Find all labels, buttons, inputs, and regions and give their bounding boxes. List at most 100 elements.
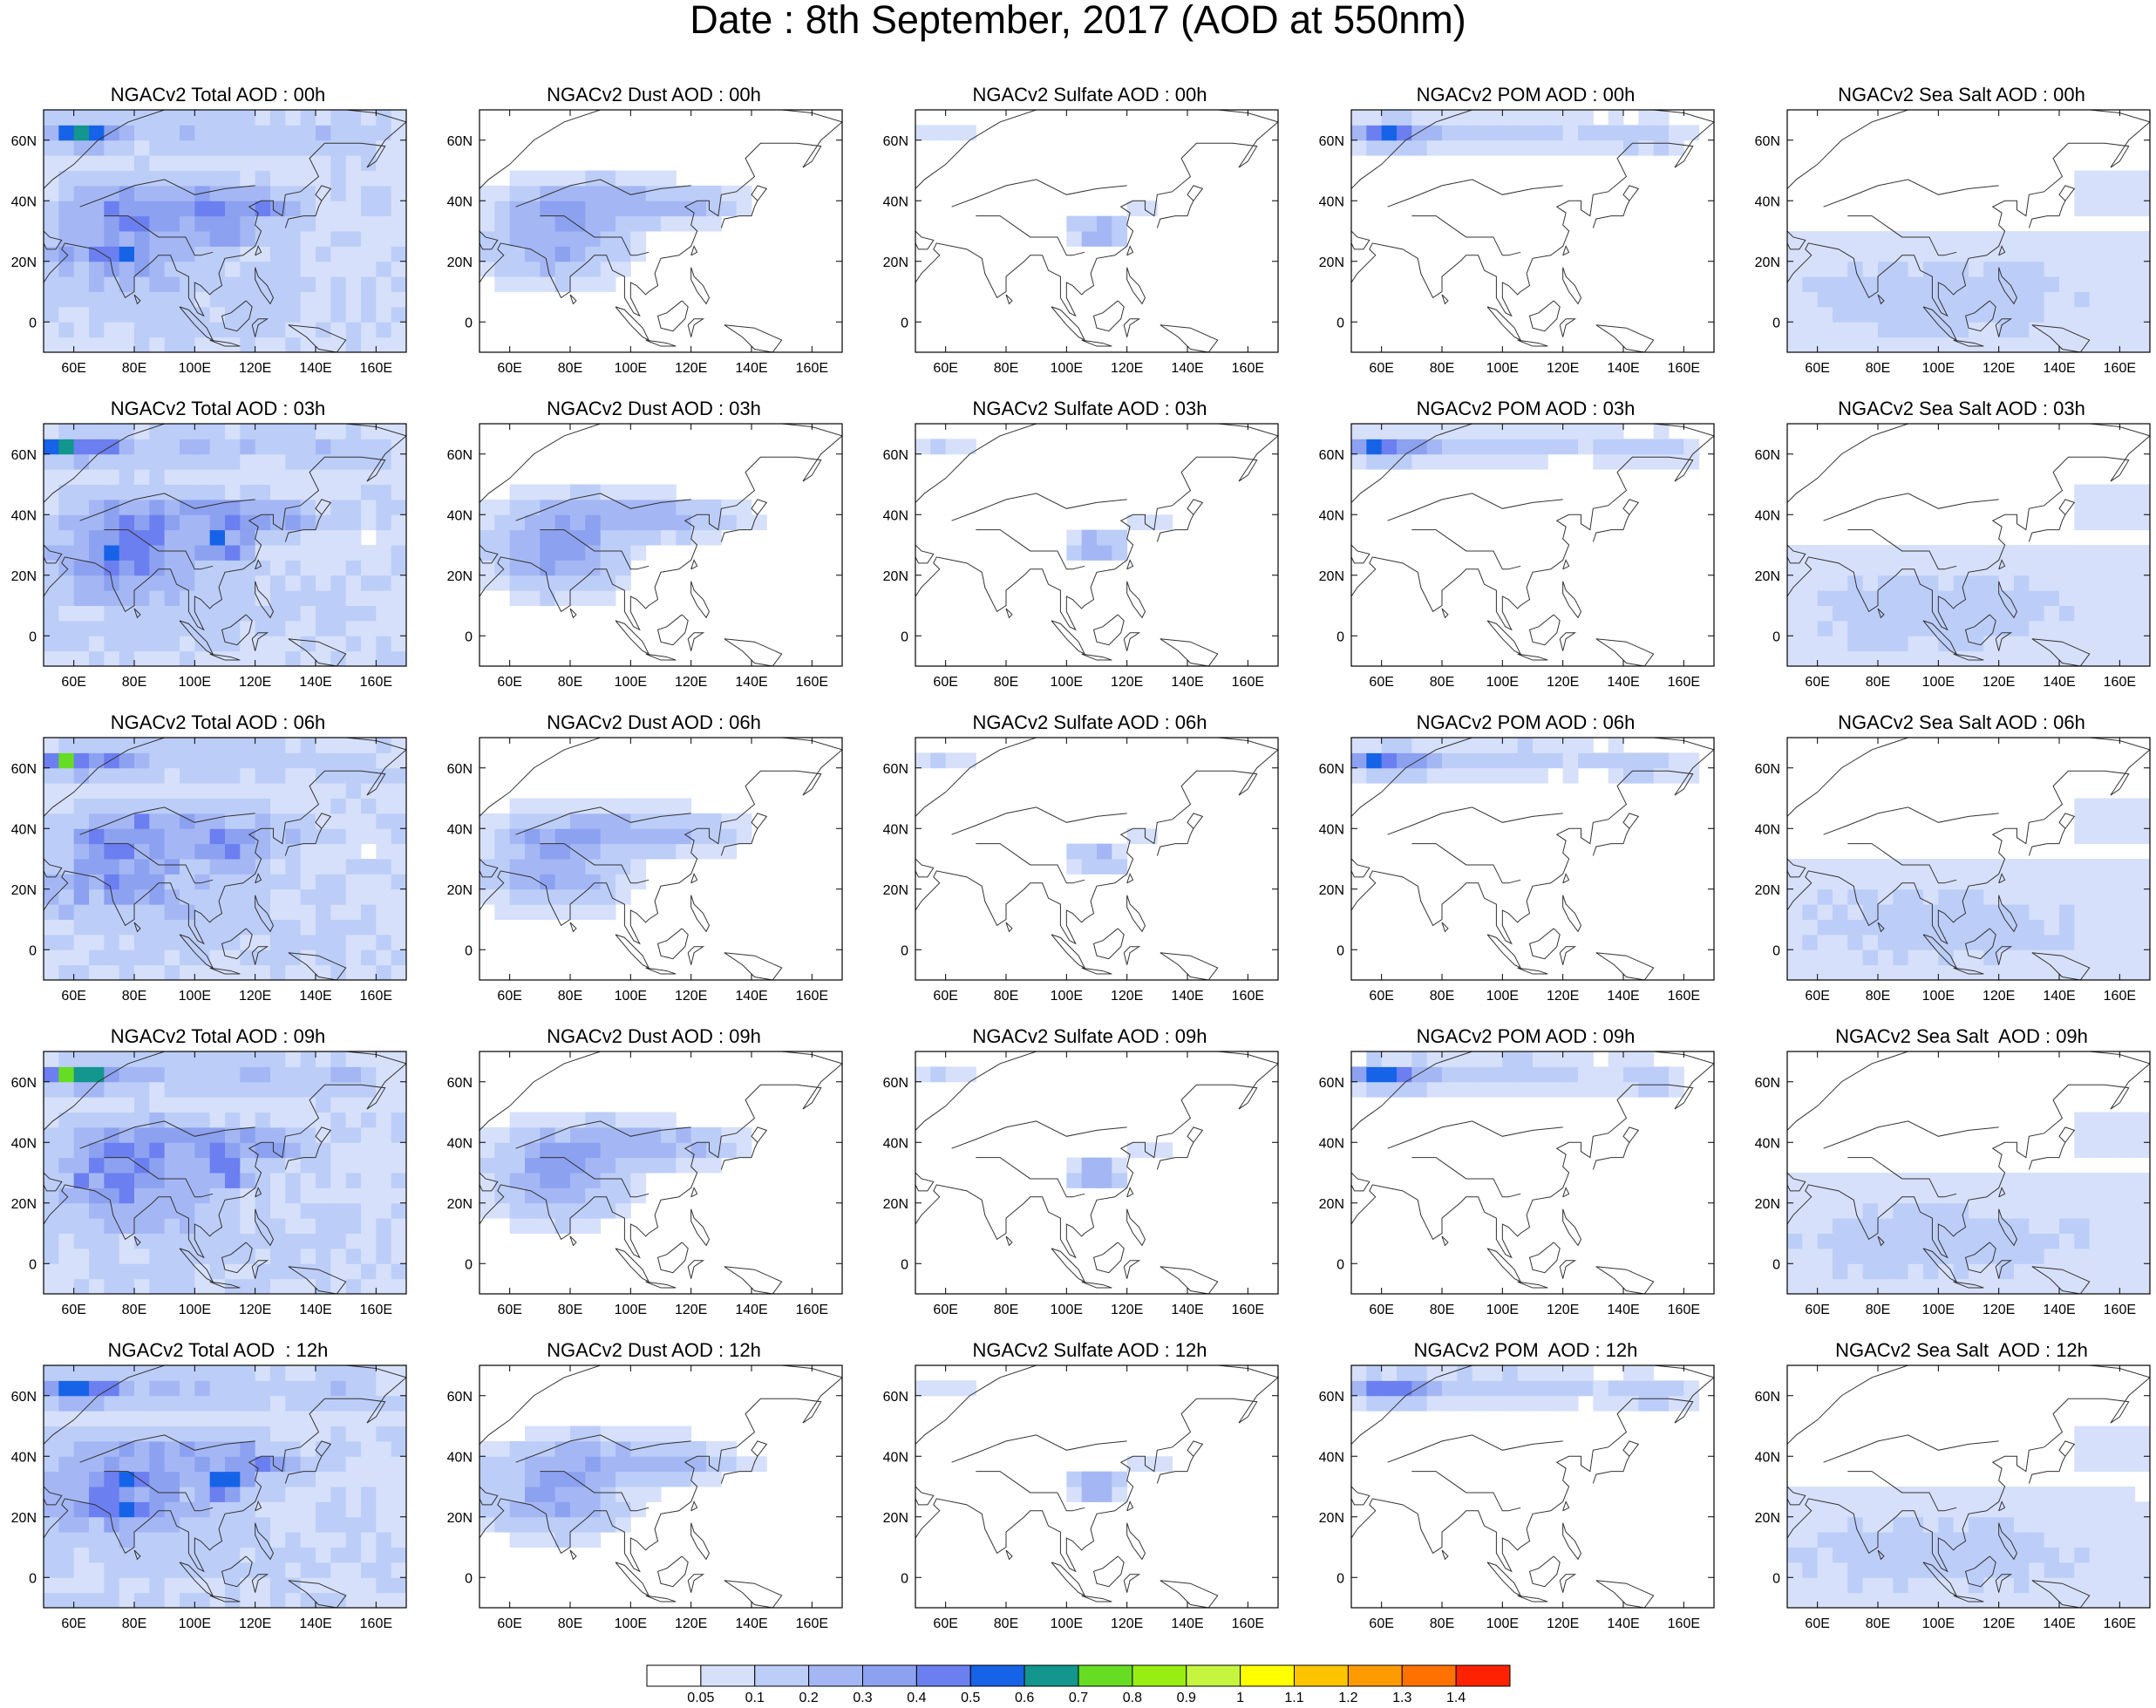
aod-cell: [676, 1456, 691, 1472]
aod-cell: [1518, 439, 1534, 454]
aod-cell: [1983, 590, 1999, 606]
aod-cell: [1983, 276, 1999, 292]
aod-cell: [376, 965, 391, 981]
aod-cell: [2105, 171, 2120, 187]
aod-cell: [391, 1142, 407, 1158]
aod-cell: [89, 424, 105, 439]
aod-cell: [346, 322, 362, 337]
aod-cell: [89, 859, 105, 874]
aod-cell: [74, 560, 90, 575]
coastline: [1160, 1267, 1218, 1294]
aod-cell: [601, 1142, 616, 1158]
aod-cell: [301, 439, 316, 454]
aod-cell: [330, 949, 346, 965]
aod-cell: [58, 1263, 74, 1279]
aod-cell: [194, 965, 210, 981]
aod-cell: [74, 813, 90, 829]
aod-cell: [285, 110, 301, 126]
aod-cell: [119, 1127, 135, 1143]
aod-cell: [1802, 1249, 1818, 1264]
aod-cell: [134, 920, 150, 936]
aod-cell: [210, 1441, 226, 1457]
aod-cell: [74, 1279, 90, 1295]
aod-cell: [270, 337, 286, 353]
coastline: [724, 1581, 782, 1608]
aod-cell: [2014, 1203, 2030, 1219]
aod-cell: [525, 1203, 541, 1219]
aod-cell: [361, 621, 377, 636]
aod-cell: [194, 828, 210, 844]
aod-cell: [44, 1380, 59, 1396]
aod-cell: [194, 276, 210, 292]
aod-cell: [2135, 859, 2151, 874]
aod-cell: [1983, 292, 1999, 308]
aod-cell: [149, 500, 165, 515]
aod-cell: [149, 1396, 165, 1412]
aod-cell: [346, 1411, 362, 1426]
aod-cell: [1518, 140, 1534, 156]
aod-cell: [149, 469, 165, 485]
aod-cell: [346, 813, 362, 829]
coastline: [915, 231, 934, 249]
aod-cell: [1908, 636, 1924, 651]
lat-tick-label: 40N: [1319, 508, 1344, 523]
aod-cell: [1923, 276, 1939, 292]
aod-cell: [210, 186, 226, 201]
aod-cell: [1802, 651, 1818, 667]
aod-cell: [165, 621, 180, 636]
aod-cell: [74, 904, 90, 920]
aod-cell: [346, 590, 362, 606]
aod-cell: [2090, 889, 2105, 905]
aod-cell: [285, 1051, 301, 1067]
coastline: [915, 1487, 934, 1505]
aod-cell: [391, 155, 407, 171]
aod-cell: [58, 1532, 74, 1548]
aod-cell: [301, 636, 316, 651]
aod-cell: [255, 337, 271, 353]
aod-cell: [119, 783, 135, 799]
aod-cell: [134, 1066, 150, 1082]
aod-cell: [89, 844, 105, 860]
aod-cell: [1818, 1187, 1833, 1203]
aod-cell: [316, 606, 331, 622]
aod-cell: [2135, 621, 2151, 636]
aod-cell: [1863, 322, 1879, 337]
aod-cell: [1923, 337, 1939, 353]
coastline: [1157, 813, 1202, 856]
aod-cell: [134, 651, 150, 667]
aod-cell: [165, 1279, 180, 1295]
aod-cell: [44, 1426, 59, 1442]
aod-cell: [316, 1234, 331, 1249]
aod-cell: [2105, 1234, 2120, 1249]
aod-cell: [2090, 651, 2105, 667]
aod-cell: [1893, 1593, 1908, 1609]
aod-cell: [301, 799, 316, 814]
aod-cell: [301, 1456, 316, 1472]
coastline: [1563, 246, 1569, 255]
aod-cell: [1938, 935, 1954, 950]
aod-cell: [391, 949, 407, 965]
aod-cell: [630, 530, 646, 546]
aod-cell: [391, 337, 407, 353]
coastline: [688, 1575, 703, 1593]
aod-cell: [270, 307, 286, 323]
aod-cell: [601, 216, 616, 232]
aod-cell: [2029, 889, 2044, 905]
aod-cell: [58, 469, 74, 485]
aod-cell: [494, 1517, 510, 1533]
aod-cell: [210, 813, 226, 829]
aod-cell: [676, 1441, 691, 1457]
aod-cell: [134, 1501, 150, 1517]
lon-tick-label: 120E: [1983, 989, 2015, 1004]
aod-cell: [555, 545, 571, 561]
aod-cell: [1893, 874, 1908, 889]
aod-cell: [1923, 965, 1939, 981]
aod-cell: [1833, 965, 1848, 981]
aod-cell: [2090, 575, 2105, 591]
aod-cell: [74, 965, 90, 981]
aod-cell: [1818, 322, 1833, 337]
aod-cell: [1502, 1365, 1518, 1381]
aod-cell: [165, 1562, 180, 1578]
aod-cell: [1082, 1158, 1098, 1174]
